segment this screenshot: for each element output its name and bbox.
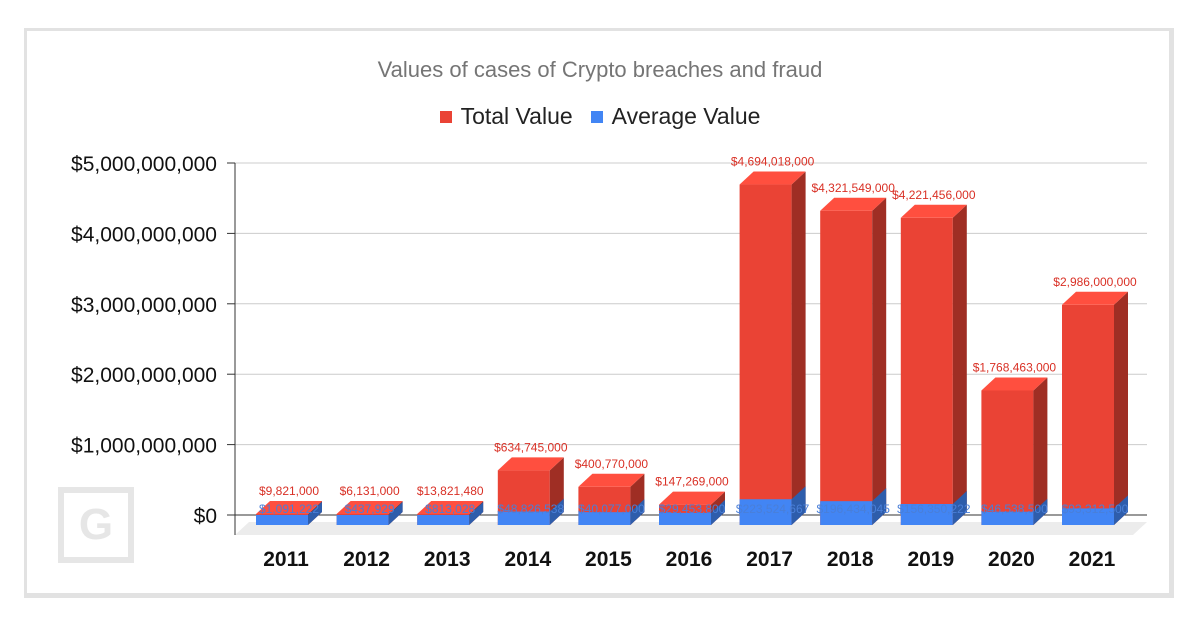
total-value-bar-side (1114, 291, 1128, 525)
total-value-bar-top (981, 377, 1048, 391)
total-value-bar-top (336, 501, 403, 514)
total-value-bar-top (578, 473, 645, 487)
x-tick-label: 2019 (907, 548, 954, 571)
average-value-bar-side (711, 499, 725, 525)
legend-item-total-value[interactable]: Total Value (439, 103, 573, 130)
total-value-bar-top (900, 204, 967, 218)
total-value-label: $13,821,480 (417, 484, 484, 498)
watermark-logo-text: G (79, 500, 113, 549)
legend-swatch-total-value (439, 110, 452, 123)
total-value-label: $9,821,000 (259, 484, 319, 498)
total-value-label: $6,131,000 (340, 484, 400, 498)
total-value-bar (1062, 304, 1114, 525)
average-value-label: $29,453,800 (659, 502, 726, 516)
total-value-bar-top (417, 501, 484, 514)
average-value-bar-side (549, 498, 564, 525)
y-tick-label: $4,000,000,000 (71, 223, 217, 246)
average-value-bar-side (388, 501, 403, 525)
x-tick-label: 2014 (504, 548, 551, 571)
average-value-bar (739, 499, 792, 525)
total-value-bar (820, 210, 873, 526)
chart-floor (235, 522, 1147, 535)
average-value-bar-side (872, 488, 887, 525)
x-tick-label: 2021 (1069, 548, 1116, 571)
average-value-bar (256, 514, 308, 525)
average-value-bar (336, 514, 389, 525)
average-value-bar (1062, 508, 1114, 525)
average-value-bar (417, 514, 470, 525)
average-value-bar (578, 512, 631, 525)
y-tick-label: $2,000,000,000 (71, 364, 217, 387)
average-value-label: $93,312,500 (1062, 502, 1129, 516)
average-value-bar (820, 501, 873, 525)
x-tick-label: 2017 (746, 548, 793, 571)
legend-label-average-value: Average Value (611, 103, 761, 129)
average-value-bar-side (791, 486, 806, 525)
watermark-logo: G (58, 487, 134, 563)
total-value-bar-top (820, 197, 887, 211)
legend-item-average-value[interactable]: Average Value (590, 103, 761, 130)
total-value-label: $4,321,549,000 (811, 181, 895, 195)
total-value-bar (981, 390, 1034, 525)
x-tick-label: 2020 (988, 548, 1035, 571)
average-value-label: $437,929 (345, 502, 395, 516)
x-tick-label: 2015 (585, 548, 632, 571)
total-value-bar-top (739, 171, 806, 185)
total-value-bar-top (497, 457, 564, 471)
total-value-label: $400,770,000 (575, 457, 649, 471)
average-value-label: $813,028 (425, 502, 475, 516)
total-value-bar-side (952, 204, 967, 525)
total-value-bar-side (791, 171, 806, 525)
average-value-label: $1,091,222 (259, 502, 319, 516)
average-value-bar-side (469, 501, 484, 525)
average-value-bar-side (1033, 498, 1048, 525)
y-tick-label: $1,000,000,000 (71, 435, 217, 458)
average-value-bar-side (1114, 495, 1128, 525)
average-value-bar (497, 511, 550, 525)
average-value-label: $196,434,045 (816, 502, 890, 516)
average-value-label: $223,524,667 (736, 502, 810, 516)
x-tick-label: 2013 (424, 548, 471, 571)
total-value-bar-side (1033, 377, 1048, 525)
total-value-bar-top (659, 491, 725, 505)
total-value-bar (900, 217, 953, 525)
chart-title: Values of cases of Crypto breaches and f… (377, 57, 823, 82)
y-tick-label: $5,000,000,000 (71, 153, 217, 176)
total-value-bar-side (872, 197, 887, 526)
average-value-label: $46,538,500 (981, 502, 1048, 516)
average-value-bar (900, 503, 953, 525)
y-tick-label: $0 (194, 505, 217, 528)
total-value-bar (739, 184, 792, 525)
x-tick-label: 2012 (343, 548, 390, 571)
total-value-label: $1,768,463,000 (973, 361, 1057, 375)
average-value-label: $156,350,222 (897, 502, 971, 516)
total-value-label: $4,221,456,000 (892, 188, 976, 202)
x-tick-label: 2016 (666, 548, 713, 571)
legend-swatch-average-value (590, 110, 603, 123)
legend-label-total-value: Total Value (460, 103, 573, 129)
y-tick-label: $3,000,000,000 (71, 294, 217, 317)
average-value-bar (981, 511, 1034, 525)
average-value-label: $48,826,538 (497, 502, 564, 516)
total-value-label: $2,986,000,000 (1053, 275, 1137, 289)
total-value-label: $634,745,000 (494, 440, 568, 454)
x-tick-label: 2011 (263, 548, 309, 571)
total-value-label: $4,694,018,000 (731, 155, 815, 169)
total-value-label: $147,269,000 (655, 475, 729, 489)
chart-legend: Total Value Average Value (0, 103, 1200, 130)
total-value-bar-top (256, 501, 322, 514)
average-value-bar-side (308, 501, 322, 525)
x-tick-label: 2018 (827, 548, 874, 571)
total-value-bar-top (1062, 291, 1128, 305)
average-value-bar (659, 512, 711, 525)
average-value-label: $40,077,000 (578, 502, 645, 516)
average-value-bar-side (952, 490, 967, 525)
average-value-bar-side (630, 499, 645, 525)
